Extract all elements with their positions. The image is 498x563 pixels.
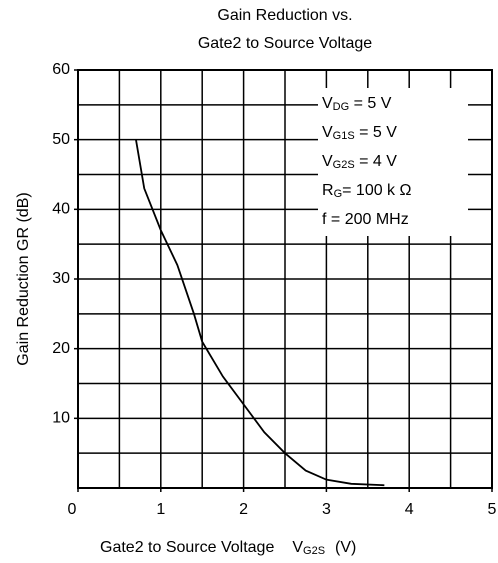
annotation: f = 200 MHz <box>322 211 409 228</box>
x-tick-label: 0 <box>68 501 77 518</box>
x-tick-label: 2 <box>239 501 248 518</box>
x-axis-label: Gate2 to Source Voltage VG2S (V) <box>100 539 356 557</box>
annotation-symbol: V <box>322 95 333 112</box>
line <box>135 139 385 487</box>
y-tick-label: 40 <box>52 201 70 218</box>
y-axis-label: Gain Reduction GR (dB) <box>15 192 32 365</box>
annotation-sub: G2S <box>333 159 355 171</box>
y-tick-label: 50 <box>52 131 70 148</box>
annotation-text: = 5 V <box>355 124 398 141</box>
x-tick-label: 5 <box>488 501 497 518</box>
y-tick-label: 10 <box>52 410 70 427</box>
annotation-symbol: V <box>322 153 333 170</box>
annotation-sub: G1S <box>333 130 355 142</box>
annotation-symbol: R <box>322 182 334 199</box>
annotation: RG= 100 k Ω <box>322 182 412 200</box>
x-tick-label: 4 <box>405 501 414 518</box>
y-tick-label: 20 <box>52 340 70 357</box>
x-tick-label: 3 <box>322 501 331 518</box>
y-tick-label: 30 <box>52 270 70 287</box>
chart-title: Gate2 to Source Voltage <box>198 35 372 52</box>
annotation-sub: G <box>334 188 343 200</box>
annotation-text: = 5 V <box>349 95 392 112</box>
annotation-sub: DG <box>333 101 350 113</box>
annotation: VG2S = 4 V <box>322 153 397 171</box>
annotation-box <box>318 88 468 236</box>
annotation-text: = 4 V <box>355 153 398 170</box>
annotation-text: = 100 k Ω <box>342 182 411 199</box>
x-tick-label: 1 <box>156 501 165 518</box>
annotation-symbol: f <box>322 211 327 228</box>
annotation: VDG = 5 V <box>322 95 392 113</box>
chart-title: Gain Reduction vs. <box>217 7 352 24</box>
annotation: VG1S = 5 V <box>322 124 397 142</box>
y-tick-label: 60 <box>52 61 70 78</box>
annotation-symbol: V <box>322 124 333 141</box>
annotation-text: = 200 MHz <box>326 211 408 228</box>
